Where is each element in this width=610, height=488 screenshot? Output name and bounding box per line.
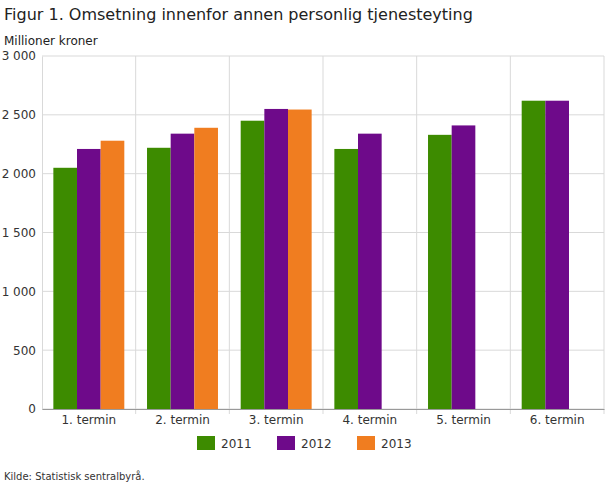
y-tick: 2 000 (2, 167, 42, 181)
bar (77, 149, 101, 409)
x-tick-label: 6. termin (530, 413, 585, 427)
bars (53, 101, 569, 409)
y-axis-line (42, 57, 43, 410)
grid-line-vertical (135, 56, 136, 414)
legend-swatch (277, 436, 295, 450)
y-tick: 2 500 (2, 108, 42, 122)
plot: 0 500 1 000 1 500 2 000 2 500 3 000 1. termin 2.… (2, 49, 605, 426)
y-axis-title: Millioner kroner (4, 34, 98, 48)
bar (452, 125, 476, 409)
x-tick-label: 1. termin (61, 413, 116, 427)
legend: 2011 2012 2013 (197, 436, 412, 451)
y-tick: 1 500 (2, 226, 42, 240)
y-tick-label: 1 500 (2, 226, 36, 240)
grid-line-vertical (510, 56, 511, 414)
y-tick: 500 (13, 344, 42, 358)
y-tick-label: 2 000 (2, 167, 36, 181)
bar (288, 110, 312, 409)
x-tick: 5. termin (436, 409, 491, 427)
bar (545, 101, 569, 409)
grid-line-vertical (416, 56, 417, 414)
chart: Figur 1. Omsetning innenfor annen person… (0, 0, 610, 488)
legend-label: 2011 (221, 437, 252, 451)
y-tick-label: 500 (13, 344, 36, 358)
bar (241, 121, 265, 409)
legend-label: 2012 (301, 437, 332, 451)
grid-vertical (136, 56, 604, 414)
x-tick: 6. termin (530, 409, 585, 427)
bar (358, 134, 382, 409)
legend-label: 2013 (381, 437, 412, 451)
legend-swatch (357, 436, 375, 450)
bar (53, 168, 77, 409)
y-tick-label: 1 000 (2, 285, 36, 299)
x-tick: 4. termin (342, 409, 397, 427)
bar (522, 101, 546, 409)
y-tick: 0 (28, 402, 42, 416)
bar (147, 148, 171, 409)
bar (334, 149, 358, 409)
x-tick: 1. termin (61, 409, 116, 427)
bar (264, 109, 288, 409)
bar (101, 141, 125, 409)
legend-item: 2013 (357, 436, 412, 451)
legend-item: 2011 (197, 436, 252, 451)
grid-line-vertical (323, 56, 324, 414)
y-tick: 1 000 (2, 285, 42, 299)
y-tick-label: 3 000 (2, 49, 36, 63)
y-tick: 3 000 (2, 49, 42, 63)
y-tick-label: 0 (28, 402, 36, 416)
x-tick: 2. termin (155, 409, 210, 427)
y-axis: 0 500 1 000 1 500 2 000 2 500 3 000 (2, 49, 43, 416)
bar (428, 135, 452, 409)
source: Kilde: Statistisk sentralbyrå. (4, 470, 145, 482)
grid-line-vertical (604, 56, 605, 414)
legend-swatch (197, 436, 215, 450)
y-tick-label: 2 500 (2, 108, 36, 122)
x-tick: 3. termin (249, 409, 304, 427)
title: Figur 1. Omsetning innenfor annen person… (4, 5, 473, 24)
x-tick-label: 4. termin (342, 413, 397, 427)
x-tick-label: 5. termin (436, 413, 491, 427)
x-axis: 1. termin 2. termin 3. termin 4. termin 5. t… (43, 409, 605, 427)
x-tick-label: 3. termin (249, 413, 304, 427)
bar (194, 128, 218, 409)
grid-line-vertical (229, 56, 230, 414)
legend-item: 2012 (277, 436, 332, 451)
bar (171, 134, 195, 409)
x-axis-line (43, 409, 605, 410)
x-tick-label: 2. termin (155, 413, 210, 427)
